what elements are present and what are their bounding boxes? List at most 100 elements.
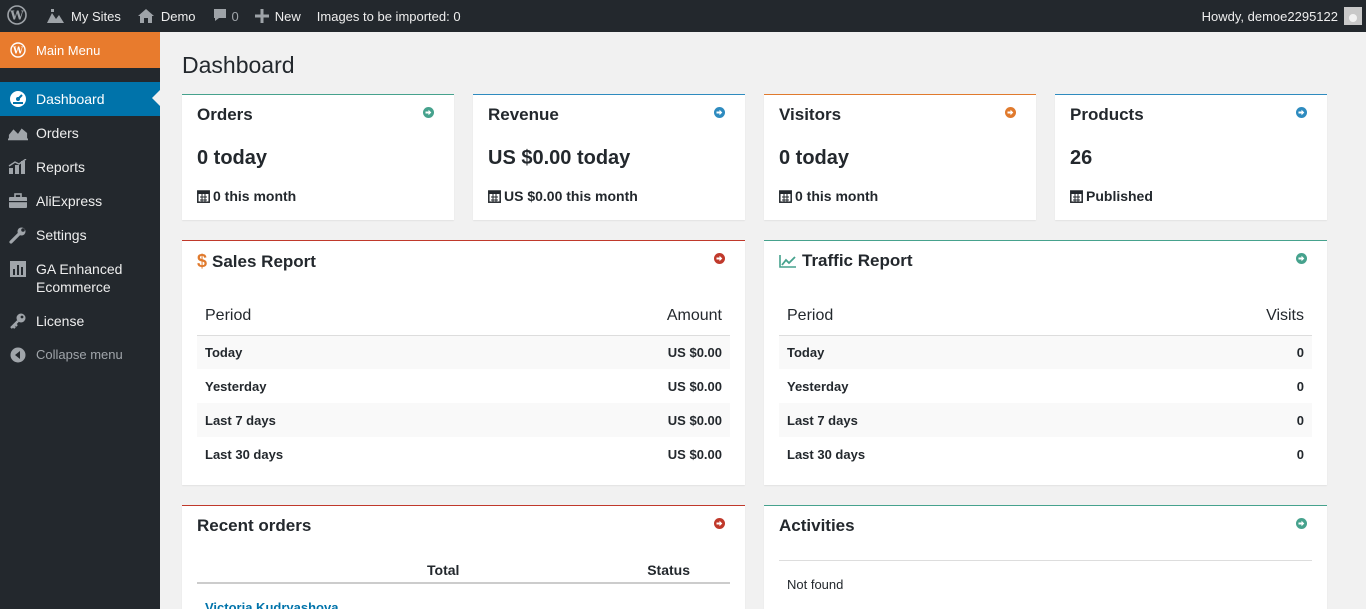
divider — [779, 560, 1312, 561]
admin-sidebar: W Main Menu Dashboard Orders Reports — [0, 32, 160, 609]
area-chart-icon — [8, 124, 28, 142]
site-name-label: Demo — [160, 8, 196, 24]
table-row: Last 7 days 0 — [779, 403, 1312, 437]
chart-icon — [8, 158, 28, 176]
table-row: Last 30 days 0 — [779, 437, 1312, 471]
new-label: New — [274, 8, 301, 24]
sidebar-item-license[interactable]: License — [0, 304, 160, 338]
amount-cell: US $0.00 — [500, 403, 730, 437]
orders-card-title: Orders — [197, 105, 253, 124]
line-chart-icon — [779, 254, 797, 268]
main-menu-header[interactable]: W Main Menu — [0, 32, 160, 68]
table-header-row: Period Visits — [779, 297, 1312, 336]
total-header: Total — [427, 562, 460, 578]
sales-report-title-label: Sales Report — [212, 251, 316, 271]
recent-orders-title: Recent orders — [197, 516, 312, 535]
arrow-right-circle-icon[interactable] — [1296, 253, 1307, 264]
avatar — [1344, 7, 1362, 25]
wordpress-logo-button[interactable]: W — [0, 0, 37, 32]
table-header-row: Period Amount — [197, 297, 730, 336]
orders-month: 0 this month — [197, 188, 296, 204]
products-count: 26 — [1070, 147, 1093, 169]
visitors-card-title: Visitors — [779, 105, 842, 124]
collapse-arrow-icon — [8, 346, 28, 364]
svg-text:W: W — [9, 8, 24, 22]
table-row: Yesterday 0 — [779, 369, 1312, 403]
arrow-right-circle-icon[interactable] — [423, 107, 434, 118]
sidebar-item-ga-enhanced-ecommerce[interactable]: GA Enhanced Ecommerce — [0, 252, 160, 304]
account-menu[interactable]: Howdy, demoe2295122 — [1194, 0, 1366, 32]
sidebar-item-label: Dashboard — [36, 91, 105, 107]
period-cell: Yesterday — [787, 378, 849, 394]
comments-button[interactable]: 0 — [204, 0, 247, 32]
sidebar-item-orders[interactable]: Orders — [0, 116, 160, 150]
collapse-menu-button[interactable]: Collapse menu — [0, 338, 160, 372]
revenue-month: US $0.00 this month — [488, 188, 638, 204]
period-cell: Last 30 days — [787, 446, 866, 462]
arrow-right-circle-icon[interactable] — [1296, 107, 1307, 118]
amount-cell: US $0.00 — [500, 335, 730, 369]
svg-text:W: W — [12, 47, 24, 57]
recent-orders-card: Recent orders Total Status Victoria Kudr… — [182, 505, 745, 609]
visitors-month-label: 0 this month — [795, 188, 879, 204]
arrow-right-circle-icon[interactable] — [714, 518, 725, 529]
arrow-right-circle-icon[interactable] — [714, 107, 725, 118]
activities-empty-message: Not found — [787, 577, 844, 592]
calendar-icon — [488, 189, 501, 203]
visitors-month: 0 this month — [779, 188, 878, 204]
products-card-title: Products — [1070, 105, 1144, 124]
visitors-card: Visitors 0 today 0 this month — [764, 94, 1036, 220]
sidebar-item-settings[interactable]: Settings — [0, 218, 160, 252]
sidebar-item-label: Orders — [36, 125, 79, 141]
calendar-icon — [779, 189, 792, 203]
period-cell: Today — [779, 335, 1118, 369]
sidebar-item-label: License — [36, 313, 85, 329]
main-menu-label: Main Menu — [36, 42, 101, 58]
traffic-report-table: Period Visits Today 0 Yesterday 0 Last 7… — [779, 297, 1312, 471]
orders-today: 0 today — [197, 147, 268, 169]
orders-card: Orders 0 today 0 this month — [182, 94, 454, 220]
revenue-card-title: Revenue — [488, 105, 559, 124]
sales-report-table: Period Amount Today US $0.00 Yesterday U… — [197, 297, 730, 471]
my-sites-menu[interactable]: My Sites — [37, 0, 129, 32]
visits-header: Visits — [1117, 297, 1312, 336]
import-status-label: Images to be imported: 0 — [316, 8, 461, 24]
products-status-label: Published — [1086, 188, 1153, 204]
calendar-icon — [197, 189, 210, 203]
period-header: Period — [197, 297, 501, 336]
my-sites-label: My Sites — [71, 8, 121, 24]
import-status[interactable]: Images to be imported: 0 — [309, 0, 469, 32]
sidebar-item-dashboard[interactable]: Dashboard — [0, 82, 160, 116]
table-row: Yesterday US $0.00 — [197, 369, 730, 403]
arrow-right-circle-icon[interactable] — [1296, 518, 1307, 529]
period-cell: Today — [197, 335, 501, 369]
amount-header: Amount — [500, 297, 730, 336]
plus-icon — [254, 9, 269, 23]
status-header: Status — [647, 562, 690, 578]
period-cell: Last 7 days — [197, 403, 501, 437]
revenue-today: US $0.00 today — [488, 147, 631, 169]
traffic-report-title-label: Traffic Report — [802, 251, 913, 270]
key-icon — [8, 312, 28, 330]
site-name-menu[interactable]: Demo — [129, 0, 204, 32]
order-customer-link[interactable]: Victoria Kudryashova — [205, 600, 339, 609]
wrench-icon — [8, 226, 28, 244]
table-row: Last 30 days US $0.00 — [197, 437, 730, 471]
sidebar-item-aliexpress[interactable]: AliExpress — [0, 184, 160, 218]
greeting-label: Howdy, demoe2295122 — [1201, 8, 1338, 24]
table-row: Today US $0.00 — [197, 335, 730, 369]
arrow-right-circle-icon[interactable] — [714, 253, 725, 264]
visits-cell: 0 — [1117, 335, 1312, 369]
orders-month-label: 0 this month — [213, 188, 297, 204]
dollar-icon: $ — [197, 251, 208, 271]
home-icon — [137, 8, 155, 24]
page-title: Dashboard — [182, 52, 295, 78]
new-content-menu[interactable]: New — [247, 0, 309, 32]
main-content: Dashboard Orders 0 today 0 this month Re… — [160, 32, 1366, 609]
period-cell: Yesterday — [205, 378, 267, 394]
calendar-icon — [1070, 189, 1083, 203]
arrow-right-circle-icon[interactable] — [1005, 107, 1016, 118]
sidebar-item-label: AliExpress — [36, 193, 103, 209]
sidebar-item-reports[interactable]: Reports — [0, 150, 160, 184]
wordpress-small-icon: W — [10, 42, 26, 58]
